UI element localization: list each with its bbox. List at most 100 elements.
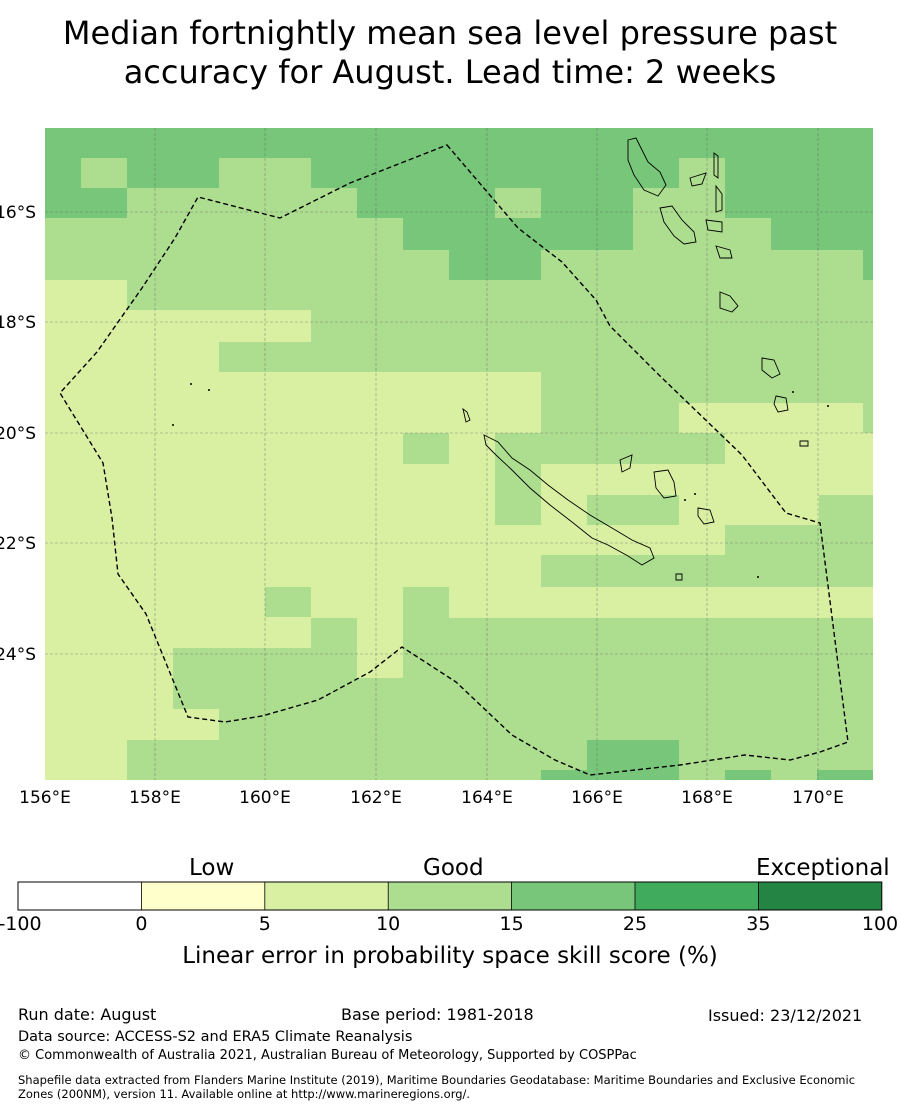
grid-cell-block bbox=[403, 618, 873, 678]
lon-tick-label: 166°E bbox=[571, 788, 623, 808]
island-outline bbox=[697, 507, 715, 525]
grid-cell-block bbox=[725, 525, 873, 555]
grid-cell-block bbox=[587, 495, 679, 525]
grid-cell-block bbox=[311, 158, 873, 188]
colorbar-word-low: Low bbox=[189, 855, 235, 881]
colorbar-tick-label: 100 bbox=[861, 913, 899, 935]
shapefile-credit-line-2: Zones (200NM), version 11. Available onl… bbox=[18, 1087, 471, 1101]
grid-cell-block bbox=[819, 495, 873, 525]
lon-tick-label: 168°E bbox=[681, 788, 733, 808]
colorbar-tick-label: 0 bbox=[135, 913, 148, 935]
colorbar-swatch bbox=[388, 882, 512, 910]
grid-cell-block bbox=[863, 403, 873, 433]
grid-cell-block bbox=[357, 618, 403, 678]
grid-cell-block bbox=[357, 188, 495, 218]
shapefile-credit: Shapefile data extracted from Flanders M… bbox=[18, 1073, 900, 1101]
island-outline bbox=[773, 395, 789, 413]
grid-cell-block bbox=[45, 342, 219, 372]
island-outline bbox=[653, 469, 677, 499]
title-line-2: accuracy for August. Lead time: 2 weeks bbox=[123, 53, 777, 91]
grid-cell-block bbox=[45, 587, 265, 618]
lon-tick-label: 156°E bbox=[19, 788, 71, 808]
island-outline bbox=[462, 407, 471, 423]
colorbar-tick-label: 15 bbox=[499, 913, 524, 935]
colorbar-frame bbox=[17, 881, 883, 911]
grid-cell-block bbox=[817, 770, 873, 780]
grid-cell-block bbox=[863, 250, 873, 280]
grid-cell-block bbox=[541, 495, 587, 525]
island-outline bbox=[483, 434, 655, 566]
grid-cell-block bbox=[495, 464, 541, 525]
grid-cell-block bbox=[311, 310, 873, 342]
title-line-1: Median fortnightly mean sea level pressu… bbox=[62, 14, 838, 52]
grid-cell-block bbox=[449, 587, 541, 618]
colorbar-swatch bbox=[635, 882, 759, 910]
colorbar-tick-label: 5 bbox=[258, 913, 271, 935]
islet bbox=[684, 499, 686, 501]
islet bbox=[208, 389, 210, 391]
colorbar-tick-label: 10 bbox=[376, 913, 401, 935]
lat-tick-label: 24°S bbox=[0, 645, 36, 665]
island-outline bbox=[761, 357, 781, 379]
graticule bbox=[45, 128, 873, 780]
grid-cell-block bbox=[45, 648, 173, 709]
grid-cell-block bbox=[449, 433, 495, 464]
colorbar-swatches bbox=[17, 881, 883, 911]
grid-cell-block bbox=[541, 770, 587, 780]
grid-cell-block bbox=[127, 158, 219, 188]
colorbar-tick-label: 35 bbox=[746, 913, 771, 935]
grid-cell-block bbox=[45, 280, 127, 310]
grid-cell-block bbox=[725, 770, 771, 780]
islet bbox=[827, 405, 829, 407]
copyright: © Commonwealth of Australia 2021, Austra… bbox=[18, 1048, 637, 1063]
lon-tick-label: 160°E bbox=[239, 788, 291, 808]
run-date: Run date: August bbox=[18, 1005, 157, 1024]
islet bbox=[694, 493, 696, 495]
grid-cell-block bbox=[45, 403, 541, 433]
grid-cell-block bbox=[45, 372, 541, 403]
grid-cell-block bbox=[541, 250, 863, 280]
data-source: Data source: ACCESS-S2 and ERA5 Climate … bbox=[18, 1029, 413, 1045]
grid-cell-block bbox=[45, 310, 311, 342]
grid-cell-block bbox=[403, 218, 633, 250]
islet bbox=[172, 424, 174, 426]
grid-cell-block bbox=[403, 433, 449, 464]
islet bbox=[190, 383, 192, 385]
colorbar-swatch bbox=[758, 882, 882, 910]
grid-cell-block bbox=[45, 128, 873, 158]
grid-cell-block bbox=[725, 188, 873, 218]
lat-tick-label: 20°S bbox=[0, 424, 36, 444]
grid-cell-block bbox=[679, 495, 819, 525]
grid-cell-block bbox=[311, 618, 357, 648]
colorbar-swatch bbox=[18, 882, 142, 910]
base-period: Base period: 1981-2018 bbox=[341, 1005, 534, 1024]
grid-cell-block bbox=[219, 342, 873, 372]
island-outline bbox=[799, 440, 809, 447]
grid-cell-block bbox=[219, 709, 873, 740]
islet bbox=[757, 576, 759, 578]
grid-cell-block bbox=[45, 555, 541, 587]
grid-cell-block bbox=[541, 372, 873, 403]
colorbar-swatch bbox=[264, 882, 389, 910]
grid-cell-block bbox=[265, 587, 311, 617]
island-outline bbox=[715, 184, 723, 213]
colorbar-tick-label: 25 bbox=[622, 913, 648, 935]
colorbar-word-good: Good bbox=[423, 855, 484, 881]
shapefile-credit-line-1: Shapefile data extracted from Flanders M… bbox=[18, 1073, 856, 1087]
grid-cell-block bbox=[403, 587, 449, 618]
islet bbox=[792, 391, 794, 393]
colorbar-swatch bbox=[141, 882, 265, 910]
grid-cell-block bbox=[541, 188, 633, 218]
eez-boundary bbox=[59, 144, 849, 776]
grid-cell-block bbox=[45, 464, 495, 495]
grid-cell-block bbox=[633, 218, 771, 250]
island-outline bbox=[627, 137, 667, 197]
grid-cell-block bbox=[173, 678, 873, 709]
grid-cell-block bbox=[311, 587, 403, 618]
grid-cell-block bbox=[45, 740, 127, 780]
colorbar-word-exceptional: Exceptional bbox=[756, 855, 890, 881]
island-outline bbox=[689, 172, 707, 187]
lat-tick-label: 22°S bbox=[0, 534, 36, 554]
grid-cell-block bbox=[45, 158, 81, 188]
